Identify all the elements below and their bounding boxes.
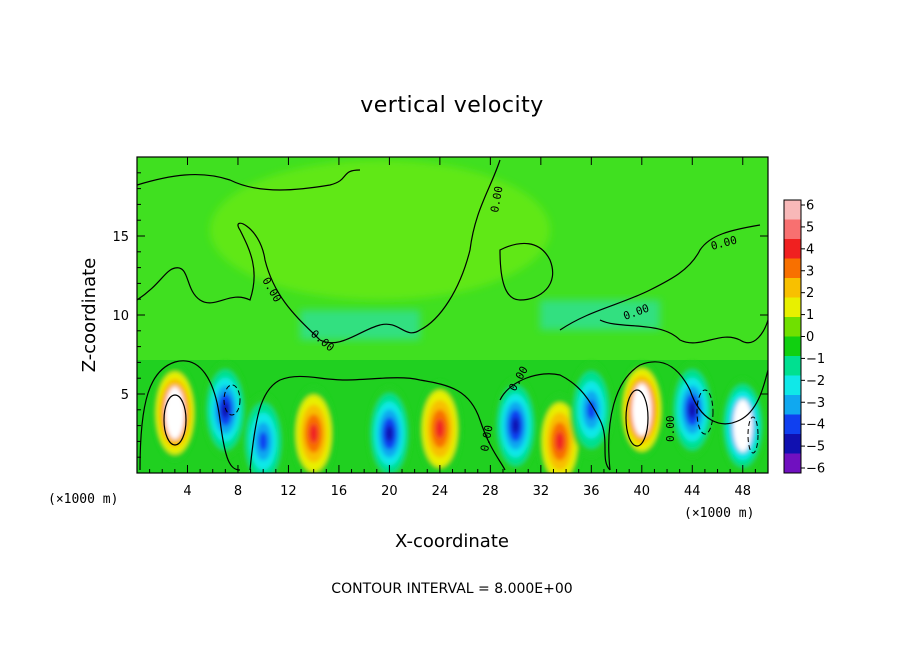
- contour-zero-4: [559, 224, 761, 331]
- contour-neg-1: [223, 384, 241, 416]
- heatmap-core-11: [732, 399, 753, 452]
- heatmap-cell-10: [688, 401, 696, 418]
- heatmap-cell-2: [258, 431, 268, 451]
- heatmap-cell-1: [221, 401, 230, 418]
- colorbar-tick-label: −2: [806, 374, 825, 389]
- colorbar-tick-label: 1: [806, 308, 814, 323]
- colorbar-swatch: [784, 317, 801, 337]
- colorbar-tick-label: −6: [806, 462, 825, 477]
- y-tick-label: 10: [112, 309, 129, 324]
- x-tick-label: 40: [634, 484, 651, 499]
- y-tick-label: 5: [121, 388, 129, 403]
- colorbar-tick-label: −1: [806, 352, 825, 367]
- colorbar-tick-label: 6: [806, 199, 814, 214]
- contour-interval-note: CONTOUR INTERVAL = 8.000E+00: [331, 581, 572, 597]
- heatmap-field: [137, 157, 768, 473]
- contour-zero-2: [137, 169, 361, 191]
- colorbar-swatch: [784, 414, 801, 435]
- contour-core-1: [163, 394, 187, 446]
- heatmap-core-9: [631, 383, 652, 437]
- chart-title: vertical velocity: [360, 93, 544, 118]
- x-tick-label: 44: [684, 484, 701, 499]
- contour-neg-3: [747, 416, 759, 454]
- x-unit-label-right: (×1000 m): [684, 506, 754, 521]
- x-tick-label: 48: [734, 484, 751, 499]
- heatmap-cell-7: [555, 431, 565, 451]
- x-tick-label: 16: [331, 484, 348, 499]
- colorbar-tick-label: −4: [806, 418, 825, 433]
- x-tick-label: 4: [183, 484, 191, 499]
- colorbar-swatch: [784, 395, 801, 415]
- colorbar-swatch: [784, 258, 801, 279]
- colorbar-swatch: [784, 375, 801, 396]
- colorbar-tick-label: 0: [806, 330, 814, 345]
- colorbar-swatch: [784, 239, 801, 259]
- colorbar-swatch: [784, 356, 801, 376]
- y-tick-label: 15: [112, 230, 129, 245]
- colorbar-tick-label: 2: [806, 286, 814, 301]
- y-axis-ticks: 5 10 15: [112, 172, 768, 458]
- cells-group: [152, 361, 765, 473]
- colorbar-tick-label: 4: [806, 242, 814, 257]
- contour-zero-3: [499, 242, 554, 301]
- contour-label: 0.00: [664, 416, 677, 443]
- contour-zero-8: [499, 373, 611, 471]
- upper-region: [210, 160, 550, 300]
- colorbar-tick-label: −5: [806, 440, 825, 455]
- colorbar: 6 5 4 3 2 1 0 −1 −2 −3 −4 −5 −6: [783, 199, 825, 477]
- contour-zero-9: [608, 361, 768, 471]
- colorbar-swatch: [784, 200, 801, 220]
- heatmap-core-0: [164, 386, 185, 440]
- x-tick-label: 8: [234, 484, 242, 499]
- x-axis-label: X-coordinate: [395, 531, 509, 552]
- heatmap-cell-5: [435, 419, 445, 439]
- x-tick-label: 36: [583, 484, 600, 499]
- contour-zero-5: [599, 319, 768, 344]
- x-tick-label: 32: [533, 484, 550, 499]
- x-tick-label: 28: [482, 484, 499, 499]
- y-axis-label: Z-coordinate: [79, 258, 100, 373]
- colorbar-tick-label: −3: [806, 396, 825, 411]
- contour-label: 0.00: [478, 424, 495, 452]
- colorbar-swatch: [784, 278, 801, 298]
- x-tick-label: 12: [280, 484, 297, 499]
- heatmap-cell-3: [309, 423, 319, 444]
- colorbar-swatch: [784, 434, 801, 454]
- contour-neg-2: [696, 389, 714, 435]
- contour-zero-7: [249, 375, 506, 471]
- contour-zero-1: [137, 159, 501, 344]
- heatmap-cell-4: [385, 425, 394, 442]
- x-tick-label: 24: [432, 484, 449, 499]
- contour-lines: [137, 159, 768, 471]
- band-2: [540, 300, 660, 330]
- heatmap-cell-8: [586, 400, 596, 420]
- band-1: [300, 310, 420, 340]
- colorbar-tick-label: 5: [806, 220, 814, 235]
- contour-zero-6: [139, 360, 241, 471]
- x-tick-label: 20: [381, 484, 398, 499]
- x-axis-ticks: 4 8 12 16 20 24 28 32 36 40 44 48: [149, 157, 756, 499]
- heatmap-cell-6: [511, 417, 520, 434]
- contour-label: 0.00: [488, 185, 505, 213]
- colorbar-swatch: [784, 297, 801, 318]
- colorbar-swatch: [784, 336, 801, 357]
- colorbar-swatch: [784, 453, 801, 474]
- contour-negative: [223, 384, 759, 454]
- x-unit-label-left: (×1000 m): [48, 492, 118, 507]
- colorbar-tick-label: 3: [806, 264, 814, 279]
- colorbar-swatch: [784, 219, 801, 240]
- contour-core-2: [625, 389, 649, 447]
